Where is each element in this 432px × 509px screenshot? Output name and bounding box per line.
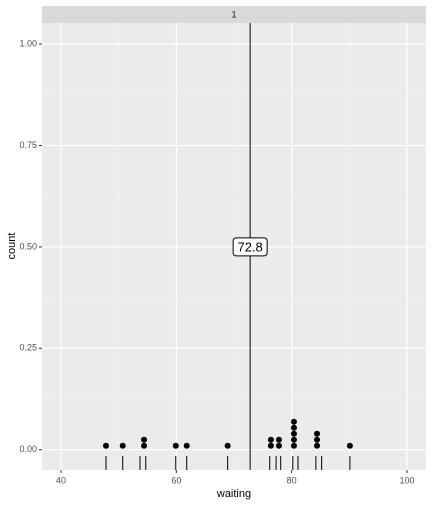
dot [141, 436, 148, 443]
dot [290, 430, 297, 437]
dot [290, 424, 297, 431]
mean-label: 72.8 [237, 239, 262, 254]
y-tick-label: 0.00 [19, 444, 37, 454]
mean-label-box [232, 237, 268, 257]
x-tick-label: 100 [399, 475, 414, 485]
facet-strip [42, 6, 426, 23]
dot [290, 418, 297, 425]
dot [267, 436, 274, 443]
dot [141, 442, 148, 449]
dot [224, 442, 231, 449]
x-tick-label: 60 [171, 475, 181, 485]
dot [346, 442, 353, 449]
dot [290, 442, 297, 449]
dot [290, 436, 297, 443]
x-tick-label: 40 [56, 475, 66, 485]
y-axis-title: count [6, 233, 18, 260]
dot [183, 442, 190, 449]
y-tick-label: 1.00 [19, 38, 37, 48]
dot [314, 442, 321, 449]
dot [172, 442, 179, 449]
x-axis-title: waiting [216, 488, 251, 500]
y-tick-label: 0.25 [19, 343, 37, 353]
dot [119, 442, 126, 449]
dot [275, 442, 282, 449]
y-tick-label: 0.50 [19, 241, 37, 251]
dot [275, 436, 282, 443]
dot [314, 436, 321, 443]
x-tick-label: 80 [287, 475, 297, 485]
dot [267, 442, 274, 449]
facet-label: 1 [231, 9, 236, 19]
dot [314, 430, 321, 437]
dot [103, 442, 109, 449]
y-tick-label: 0.75 [19, 140, 37, 150]
